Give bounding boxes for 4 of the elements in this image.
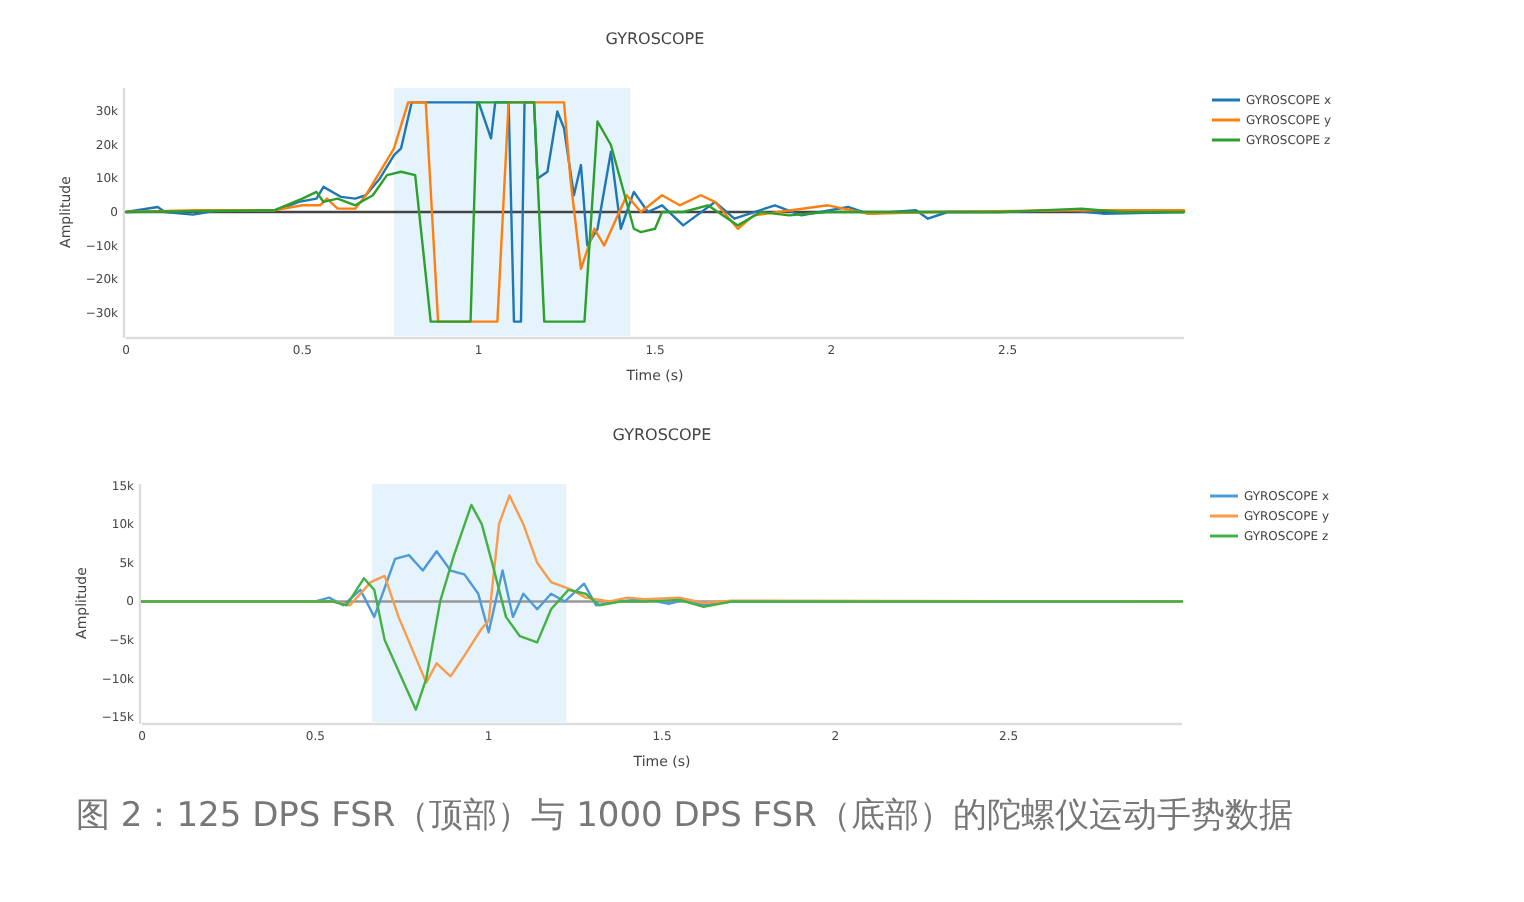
- caption: 图 2：125 DPS FSR（顶部）与 1000 DPS FSR（底部）的陀螺仪运动手势数据: [76, 796, 1293, 836]
- line-series: [140, 503, 1184, 711]
- chart-title: GYROSCOPE: [612, 426, 712, 444]
- chart-title: GYROSCOPE: [605, 30, 705, 48]
